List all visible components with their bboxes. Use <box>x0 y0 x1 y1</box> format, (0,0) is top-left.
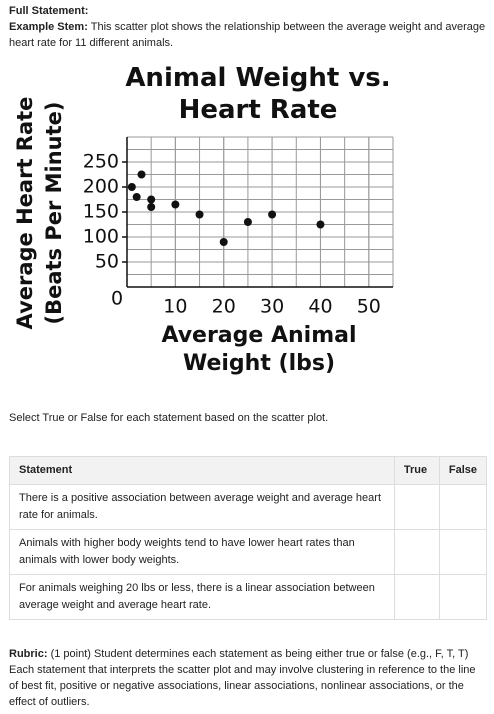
x-axis-label: Average Animal Weight (lbs) <box>161 323 357 376</box>
true-choice[interactable] <box>393 529 440 575</box>
data-point <box>171 200 180 209</box>
column-header: True <box>393 456 440 485</box>
data-point <box>195 210 204 219</box>
y-tick-label: 100 <box>83 226 119 248</box>
data-point <box>132 193 141 201</box>
x-tick-label: 0 <box>111 288 123 310</box>
statement: Animals with higher body weights tend to… <box>9 529 395 575</box>
table-row: Animals with higher body weights tend to… <box>9 529 488 575</box>
header: Full Statement: Example Stem: This scatt… <box>9 3 487 51</box>
data-point <box>243 218 252 226</box>
x-tick-label: 10 <box>163 296 187 318</box>
data-point <box>268 210 277 219</box>
data-point <box>316 220 325 229</box>
y-tick-label: 150 <box>83 201 119 223</box>
x-tick-label: 50 <box>357 296 381 318</box>
data-point <box>147 195 156 204</box>
chart: 0 10 20 30 40 50 50 100 150 200 250 <box>83 136 394 318</box>
x-tick-label: 40 <box>308 296 332 318</box>
rubric: Rubric: (1 point) Student determines eac… <box>9 646 487 710</box>
table-row: There is a positive association between … <box>9 484 488 530</box>
false-choice[interactable] <box>438 484 488 530</box>
header-label: Full Statement: <box>9 5 89 17</box>
stem-text: This scatter plot shows the relationship… <box>9 21 486 49</box>
y-tick-label: 250 <box>83 151 119 173</box>
statement: For animals weighing 20 lbs or less, the… <box>9 574 395 620</box>
data-point <box>137 170 146 179</box>
y-tick-label: 200 <box>83 176 119 198</box>
true-choice[interactable] <box>393 574 440 620</box>
rubric-text: (1 point) Student determines each statem… <box>9 648 476 708</box>
column-header: False <box>438 456 488 485</box>
y-axis-label: Average Heart Rate (Beats Per Minute) <box>13 96 66 330</box>
rubric-label: Rubric: <box>9 648 48 660</box>
true-choice[interactable] <box>393 484 440 530</box>
x-tick-label: 30 <box>260 296 284 318</box>
y-tick-label: 50 <box>95 251 119 273</box>
x-tick-label: 20 <box>212 296 236 318</box>
stem-label: Example Stem: <box>9 21 88 33</box>
data-point <box>147 203 156 211</box>
statement-table: Statement True False There is a positive… <box>9 456 488 620</box>
instruction: Select True or False for each statement … <box>9 412 329 424</box>
statement: There is a positive association between … <box>9 484 395 530</box>
column-header: Statement <box>9 456 395 485</box>
table-row: For animals weighing 20 lbs or less, the… <box>9 574 488 620</box>
chart-title: Animal Weight vs. Heart Rate <box>125 63 391 125</box>
data-point <box>127 183 136 191</box>
false-choice[interactable] <box>438 574 488 620</box>
data-point <box>219 238 228 246</box>
false-choice[interactable] <box>438 529 488 575</box>
